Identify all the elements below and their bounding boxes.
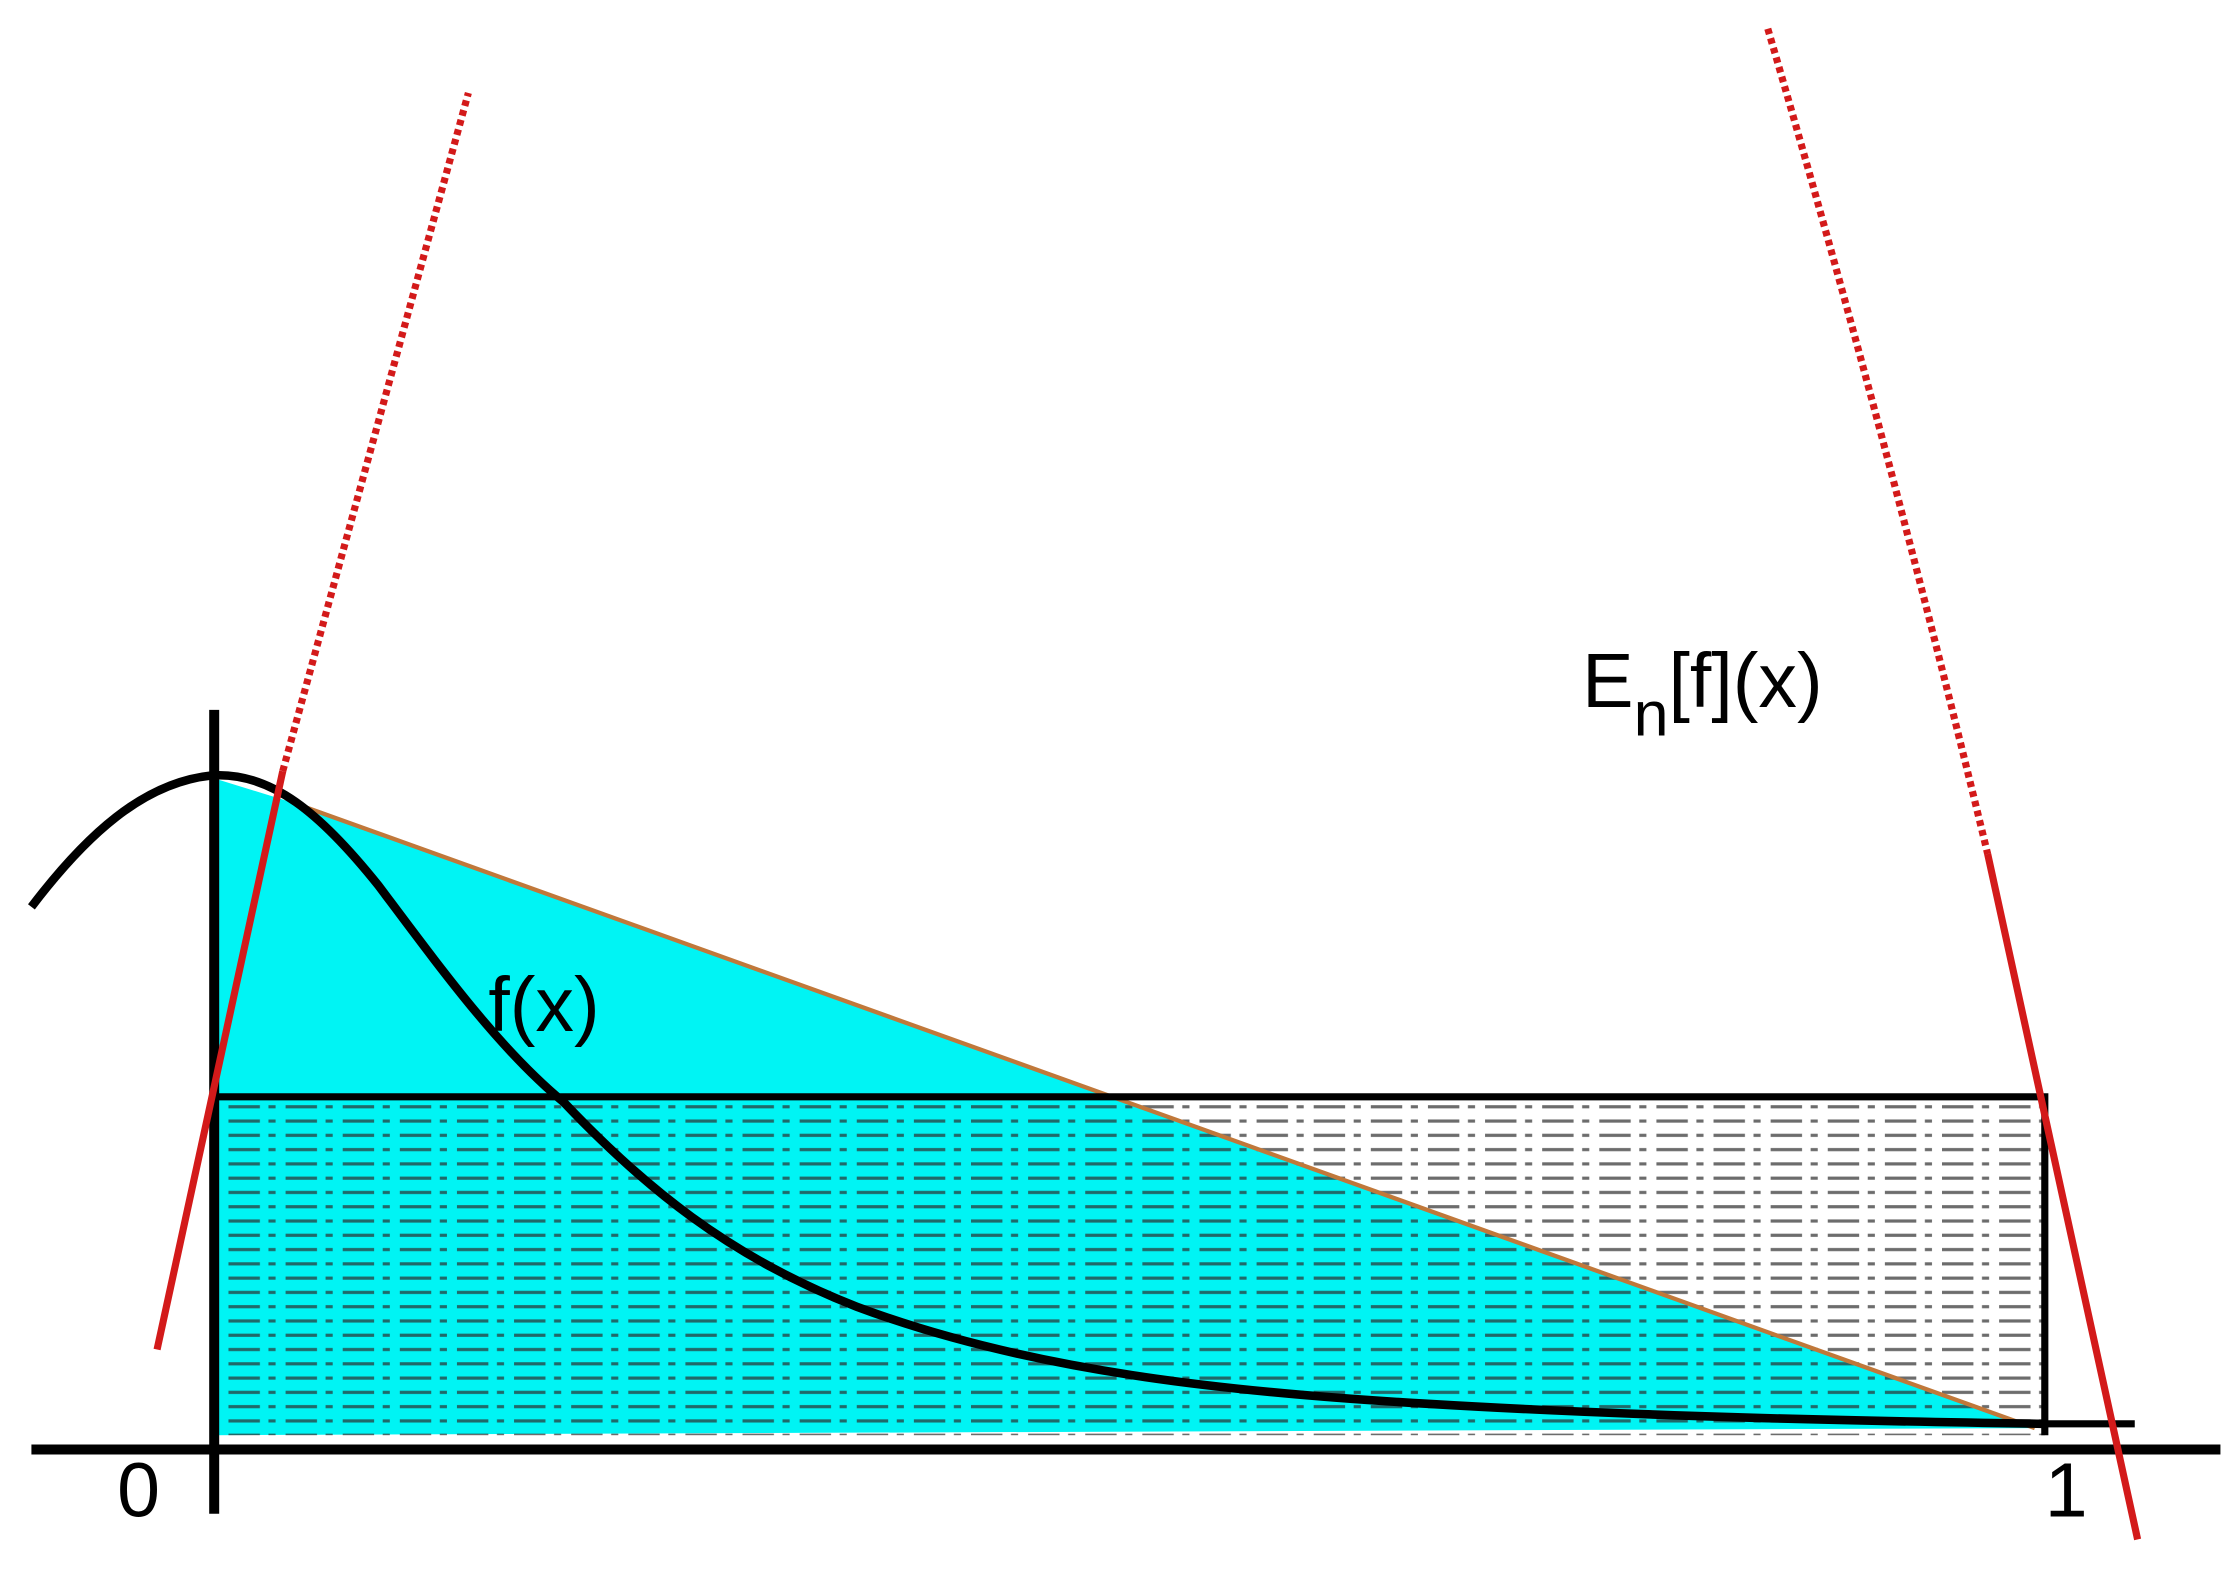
origin-label: 0 (117, 1448, 160, 1534)
secant-line (292, 800, 2036, 1431)
one-label: 1 (2045, 1448, 2088, 1534)
f-curve (28, 770, 2043, 1429)
en-main: E (1582, 638, 1633, 724)
left-bound-solid (153, 770, 287, 1351)
right-bound-solid (1984, 853, 2142, 1541)
en-label: En[f](x) (1582, 638, 1823, 750)
en-sub: n (1634, 680, 1669, 750)
f-label: f(x) (488, 962, 599, 1048)
rectangle-outline (214, 1093, 2049, 1436)
hatched-rectangle (214, 1099, 2045, 1436)
right-bound-dotted (1764, 27, 1992, 855)
en-rest: [f](x) (1669, 638, 1823, 724)
left-bound-dotted (279, 92, 472, 773)
